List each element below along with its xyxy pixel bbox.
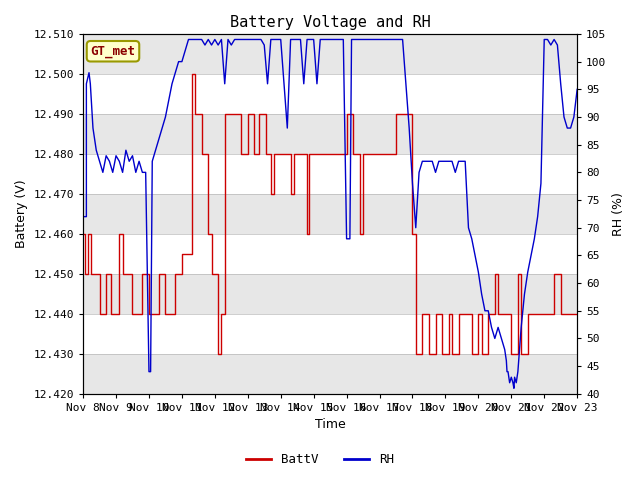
Bar <box>83 274 577 314</box>
Bar <box>83 194 577 234</box>
Bar <box>83 114 577 154</box>
X-axis label: Time: Time <box>315 419 346 432</box>
Text: GT_met: GT_met <box>90 45 136 58</box>
Bar <box>83 354 577 394</box>
Legend: BattV, RH: BattV, RH <box>241 448 399 471</box>
Title: Battery Voltage and RH: Battery Voltage and RH <box>230 15 431 30</box>
Bar <box>83 34 577 74</box>
Y-axis label: RH (%): RH (%) <box>612 192 625 236</box>
Y-axis label: Battery (V): Battery (V) <box>15 180 28 248</box>
